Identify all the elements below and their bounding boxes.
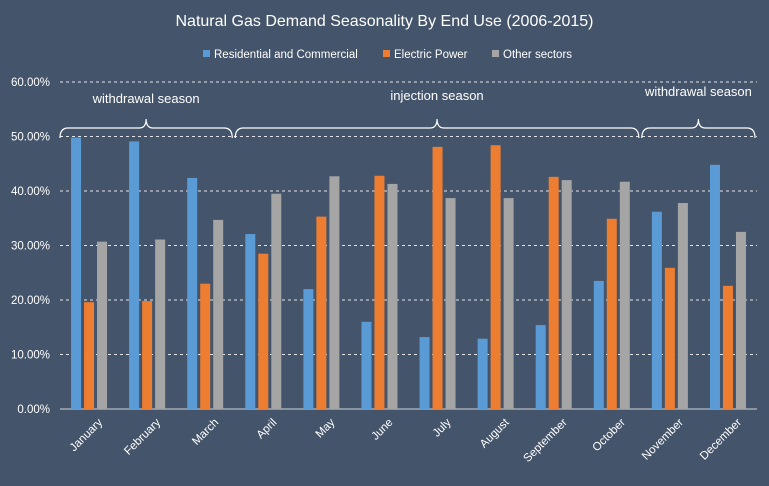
bar-electric-power-february	[142, 301, 153, 409]
x-tick-label: November	[640, 417, 686, 463]
bar-other-sectors-december	[735, 231, 746, 409]
bar-residential-and-commercial-january	[71, 137, 82, 409]
legend-label: Other sectors	[503, 49, 572, 61]
y-tick-label: 30.00%	[11, 241, 50, 253]
x-tick-label: February	[122, 416, 163, 457]
x-tick-label: June	[369, 417, 395, 443]
season-brace	[641, 118, 756, 139]
bar-residential-and-commercial-september	[535, 325, 546, 409]
legend: Residential and Commercial Electric Power…	[203, 49, 572, 61]
bar-residential-and-commercial-july	[419, 337, 430, 409]
season-label: withdrawal season	[644, 84, 752, 99]
bar-other-sectors-january	[97, 241, 108, 409]
bar-electric-power-january	[84, 302, 95, 409]
bar-residential-and-commercial-october	[593, 280, 604, 409]
x-tick-label: September	[522, 417, 570, 465]
bar-electric-power-march	[200, 283, 211, 409]
bar-other-sectors-june	[387, 183, 398, 409]
bars	[71, 137, 746, 410]
x-tick-label: August	[478, 416, 512, 450]
season-brace	[59, 118, 233, 139]
y-tick-label: 20.00%	[11, 295, 50, 307]
bar-residential-and-commercial-august	[477, 338, 488, 409]
x-tick-label: December	[698, 417, 744, 463]
y-tick-label: 10.00%	[11, 350, 50, 362]
bar-electric-power-may	[316, 216, 327, 409]
x-tick-label: March	[190, 417, 221, 448]
bar-residential-and-commercial-may	[303, 289, 314, 409]
y-tick-label: 40.00%	[11, 186, 50, 198]
bar-electric-power-april	[258, 253, 269, 409]
x-tick-label: October	[590, 417, 628, 455]
bar-residential-and-commercial-december	[709, 164, 720, 409]
legend-swatch	[383, 50, 390, 57]
bar-electric-power-november	[664, 267, 675, 409]
bar-other-sectors-july	[445, 198, 456, 409]
bar-residential-and-commercial-march	[187, 177, 198, 409]
bar-residential-and-commercial-february	[129, 141, 140, 409]
bar-electric-power-october	[606, 218, 617, 409]
chart-title: Natural Gas Demand Seasonality By End Us…	[176, 13, 594, 30]
x-tick-label: April	[255, 417, 280, 442]
y-tick-label: 50.00%	[11, 132, 50, 144]
season-label: injection season	[390, 88, 483, 103]
legend-label: Electric Power	[394, 49, 468, 61]
legend-swatch	[203, 50, 210, 57]
x-tick-label: January	[68, 416, 106, 454]
bar-other-sectors-september	[561, 180, 572, 409]
season-brace	[234, 118, 640, 139]
season-label: withdrawal season	[92, 91, 200, 106]
legend-label: Residential and Commercial	[214, 49, 358, 61]
bar-residential-and-commercial-november	[651, 211, 662, 409]
bar-other-sectors-april	[271, 193, 282, 409]
gridlines	[60, 81, 757, 410]
bar-other-sectors-october	[619, 181, 630, 409]
x-axis: January February March April May June July Augu…	[68, 416, 744, 465]
bar-electric-power-december	[722, 285, 733, 409]
bar-other-sectors-may	[329, 176, 340, 409]
season-annotations: withdrawal season injection season withdra…	[59, 84, 756, 139]
bar-other-sectors-march	[213, 219, 224, 409]
bar-other-sectors-august	[503, 198, 514, 409]
bar-residential-and-commercial-june	[361, 321, 372, 409]
bar-electric-power-august	[490, 145, 501, 409]
bar-electric-power-july	[432, 146, 443, 410]
bar-electric-power-september	[548, 176, 559, 409]
y-axis: 0.00% 10.00% 20.00% 30.00% 40.00% 50.00% 60.00…	[11, 77, 50, 416]
y-tick-label: 0.00%	[17, 404, 50, 416]
y-tick-label: 60.00%	[11, 77, 50, 89]
legend-swatch	[492, 50, 499, 57]
bar-residential-and-commercial-april	[245, 234, 256, 409]
bar-other-sectors-february	[155, 239, 166, 409]
bar-electric-power-june	[374, 175, 385, 409]
x-tick-label: May	[314, 416, 338, 440]
bar-other-sectors-november	[677, 202, 688, 409]
x-tick-label: July	[431, 416, 454, 439]
